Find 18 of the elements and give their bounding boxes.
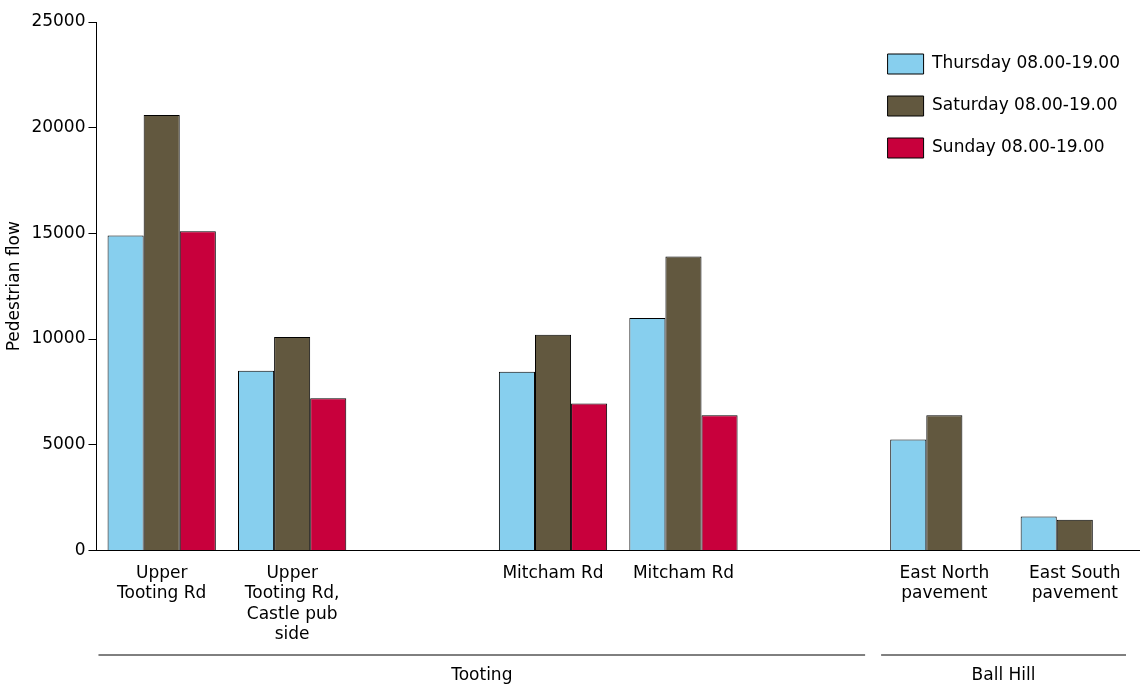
y-tick-label: 20000	[31, 116, 86, 137]
x-tick-label: Upper Tooting Rd, Castle pub side	[243, 562, 340, 644]
legend-label: Sunday 08.00-19.00	[932, 136, 1105, 157]
x-tick-label: Mitcham Rd	[632, 562, 735, 583]
y-tick-label: 25000	[31, 10, 86, 31]
x-tick-label: Mitcham Rd	[502, 562, 604, 583]
x-tick-label: East North pavement	[899, 562, 990, 603]
y-tick-label: 0	[74, 538, 86, 559]
x-tick-label: East South pavement	[1029, 562, 1121, 603]
text: Tooting	[450, 663, 513, 684]
y-tick-label: 15000	[31, 221, 86, 242]
y-axis-title: Pedestrian flow	[2, 221, 23, 352]
text: Ball Hill	[971, 663, 1036, 684]
x-tick-label: Upper Tooting Rd	[116, 562, 207, 603]
legend-label: Thursday 08.00-19.00	[931, 52, 1120, 73]
y-tick-label: 10000	[31, 327, 86, 348]
y-tick-label: 5000	[42, 433, 86, 454]
legend-label: Saturday 08.00-19.00	[932, 94, 1118, 115]
